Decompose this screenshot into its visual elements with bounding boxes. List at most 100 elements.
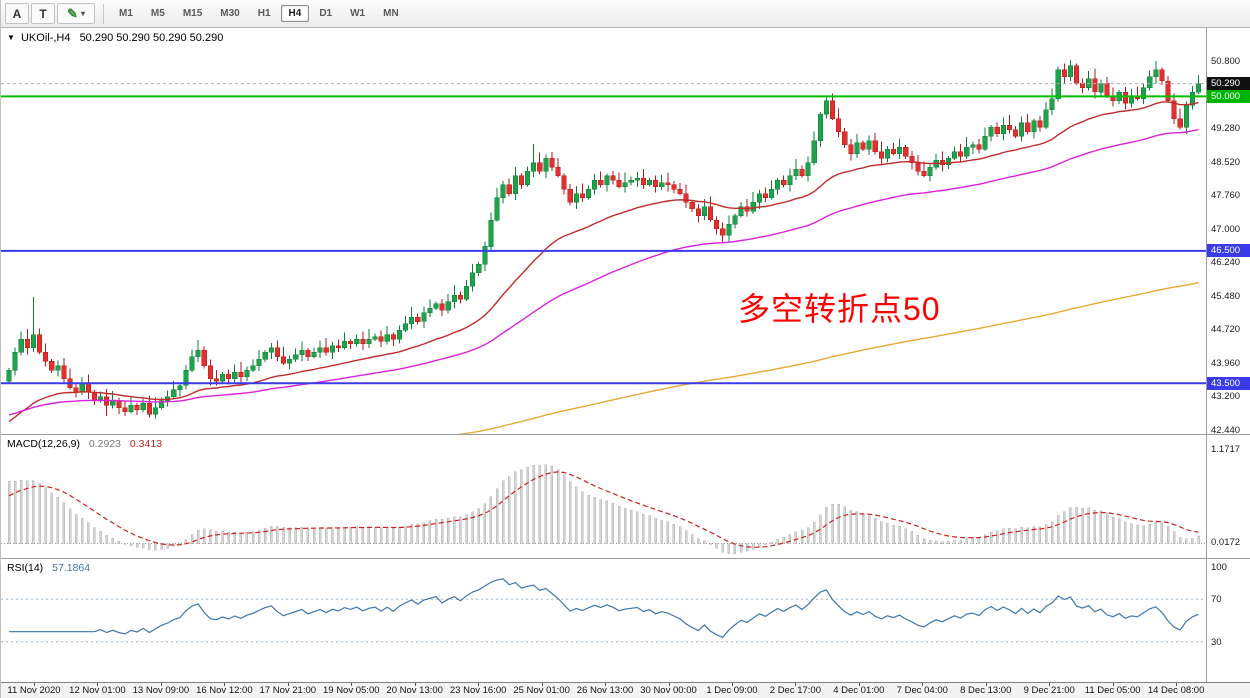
rsi-line [9,578,1199,639]
price-tick: 47.000 [1211,223,1241,235]
text-tool-button[interactable]: T [31,3,55,24]
macd-value-main: 0.2923 [88,438,121,450]
time-tick [605,683,607,686]
time-tick [731,683,733,686]
macd-scale[interactable]: 1.1717 0.0172 [1206,435,1250,558]
time-label: 23 Nov 16:00 [449,685,507,696]
rsi-label: RSI(14) 57.1864 [7,562,90,574]
time-tick [414,683,416,686]
macd-canvas[interactable] [1,435,1206,558]
time-label: 2 Dec 17:00 [769,685,822,696]
main-chart-panel: ▼ UKOil-,H4 50.290 50.290 50.290 50.290 … [1,28,1250,436]
main-chart-canvas[interactable] [1,28,1206,434]
time-label: 19 Nov 05:00 [322,685,380,696]
time-tick [795,683,797,686]
time-label: 8 Dec 13:00 [960,685,1012,696]
time-label: 26 Nov 13:00 [576,685,634,696]
timeframe-button-m15[interactable]: M15 [182,8,203,19]
macd-scale-tick: 1.1717 [1211,444,1241,456]
time-label: 1 Dec 09:00 [706,685,758,696]
macd-histogram [7,464,1200,555]
price-tick: 46.240 [1211,257,1241,269]
time-tick [858,683,860,686]
price-tick: 48.520 [1211,156,1241,168]
time-tick [1049,683,1051,686]
price-scale[interactable]: 50.800 49.280 48.520 47.760 47.000 46.240 45.4… [1206,28,1250,436]
macd-scale-tick: 0.0172 [1211,537,1241,549]
chart-ohlc-header: ▼ UKOil-,H4 50.290 50.290 50.290 50.290 [7,32,223,44]
price-tick: 43.200 [1211,391,1241,403]
candles [6,60,1202,419]
timeframe-button-m1[interactable]: M1 [119,8,133,19]
time-tick [478,683,480,686]
time-label: 12 Nov 01:00 [69,685,126,696]
time-tick [1176,683,1178,686]
timeframe-button-m30[interactable]: M30 [220,8,240,19]
time-label: 4 Dec 01:00 [833,685,885,696]
time-axis[interactable]: 11 Nov 2020 12 Nov 01:00 13 Nov 09:00 16 No… [1,682,1250,698]
cursor-tool-button[interactable]: A [5,3,29,24]
timeframe-buttons: M1 M5 M15 M30 H1 H4 D1 W1 MN [110,5,408,22]
timeframe-button-d1[interactable]: D1 [319,8,333,19]
rsi-name: RSI(14) [7,562,44,574]
collapse-arrow-icon: ▼ [7,33,15,42]
timeframe-button-w1[interactable]: W1 [350,8,366,19]
rsi-value: 57.1864 [52,562,91,574]
ma-line-slow [457,281,1199,434]
macd-panel: MACD(12,26,9) 0.2923 0.3413 1.1717 0.0172 [1,434,1250,558]
time-label: 25 Nov 01:00 [513,685,570,696]
time-tick [922,683,924,686]
price-tick: 47.760 [1211,190,1241,202]
time-label: 9 Dec 21:00 [1023,685,1075,696]
rsi-panel: RSI(14) 57.1864 100 70 30 [1,558,1250,682]
price-badge: 46.500 [1207,244,1250,258]
macd-name: MACD(12,26,9) [7,438,80,450]
rsi-scale[interactable]: 100 70 30 [1206,559,1250,682]
macd-label: MACD(12,26,9) 0.2923 0.3413 [7,438,162,450]
timeframe-button-mn[interactable]: MN [383,8,399,19]
time-label: 13 Nov 09:00 [132,685,190,696]
time-label: 7 Dec 04:00 [896,685,948,696]
timeframe-button-h1[interactable]: H1 [257,8,271,19]
ohlc-values: 50.290 50.290 50.290 50.290 [79,32,224,44]
ma-line-fast [8,101,1199,423]
time-label: 14 Dec 08:00 [1147,685,1205,696]
price-badge: 50.000 [1207,89,1250,103]
rsi-scale-tick: 70 [1211,594,1222,606]
toolbar-separator [103,3,104,24]
time-label: 16 Nov 12:00 [196,685,253,696]
time-tick [160,683,162,686]
time-label: 17 Nov 21:00 [259,685,317,696]
timeframe-button-h4[interactable]: H4 [280,5,310,22]
rsi-canvas[interactable] [1,559,1206,682]
time-tick [224,683,226,686]
macd-signal-line [8,471,1199,548]
price-tick: 44.720 [1211,324,1241,336]
draw-tool-button[interactable]: ✎ ▾ [57,3,95,24]
time-tick [985,683,987,686]
time-label: 30 Nov 00:00 [640,685,697,696]
time-tick [668,683,670,686]
price-tick: 49.280 [1211,123,1241,135]
chart-annotation-text: 多空转折点50 [738,291,941,327]
timeframe-button-m5[interactable]: M5 [150,8,165,19]
price-badge: 43.500 [1207,376,1250,390]
toolbar: A T ✎ ▾ M1 M5 M15 M30 H1 H4 D1 W1 MN [1,0,1250,28]
price-tick: 45.480 [1211,290,1241,302]
time-tick [1112,683,1114,686]
rsi-scale-tick: 100 [1211,562,1227,574]
pencil-icon: ✎ [67,6,78,21]
rsi-scale-tick: 30 [1211,636,1222,648]
time-tick [351,683,353,686]
time-label: 11 Dec 05:00 [1084,685,1141,696]
time-tick [287,683,289,686]
time-label: 11 Nov 2020 [7,685,61,696]
chevron-down-icon: ▾ [80,9,85,18]
price-tick: 43.960 [1211,357,1241,369]
price-badge: 50.290 [1207,77,1250,91]
time-tick [34,683,35,686]
ma-line-mid [8,128,1199,416]
time-tick [541,683,543,686]
time-tick [97,683,99,686]
